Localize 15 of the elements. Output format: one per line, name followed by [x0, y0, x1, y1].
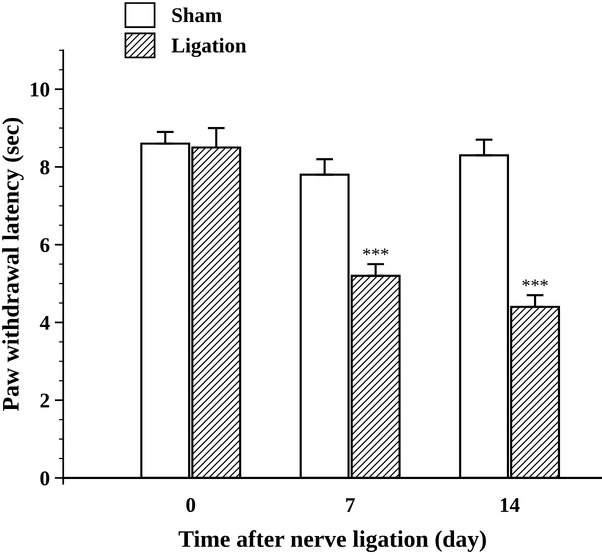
- y-axis-title: Paw withdrawal latency (sec): [2, 118, 24, 411]
- x-tick-label: 0: [186, 498, 196, 512]
- y-tick-label: 8: [40, 160, 50, 174]
- y-tick-label: 6: [40, 238, 50, 252]
- legend-label: Sham: [172, 8, 222, 22]
- y-tick-label: 10: [30, 82, 50, 97]
- x-tick-label: 7: [346, 498, 355, 512]
- x-axis-title: Time after nerve ligation (day): [178, 530, 486, 552]
- x-tick-label: 14: [500, 498, 520, 512]
- annotation: ***: [522, 280, 548, 286]
- annotation: ***: [362, 248, 388, 256]
- legend-label: Ligation: [172, 38, 246, 57]
- y-tick-label: 4: [40, 316, 50, 330]
- y-tick-label: 0: [40, 471, 50, 486]
- y-tick-label: 2: [40, 394, 50, 408]
